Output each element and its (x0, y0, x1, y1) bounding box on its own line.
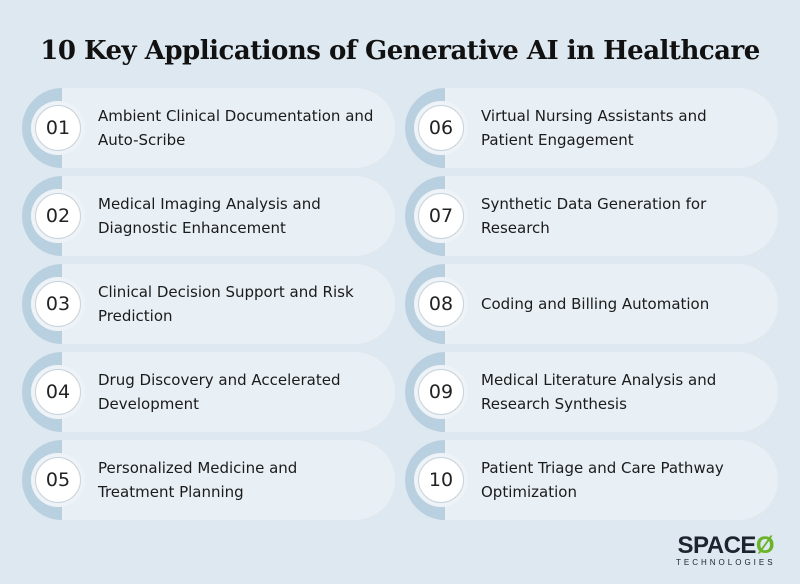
application-card: 08 Coding and Billing Automation (405, 264, 778, 344)
space-technologies-logo: SPACEØ TECHNOLOGIES (676, 532, 776, 568)
card-number: 05 (35, 457, 81, 503)
card-label: Coding and Billing Automation (481, 295, 710, 313)
card-body (445, 176, 778, 256)
card-body (445, 264, 778, 344)
card-body (62, 440, 395, 520)
application-card: 09 Medical Literature Analysis and Resear… (405, 352, 778, 432)
card-label: Medical Imaging Analysis and Diagnostic … (98, 195, 321, 237)
card-number: 02 (35, 193, 81, 239)
card-number: 09 (418, 369, 464, 415)
application-card: 05 Personalized Medicine and Treatment Pl… (22, 440, 395, 520)
card-number: 06 (418, 105, 464, 151)
card-label: Medical Literature Analysis and Research… (481, 371, 717, 413)
application-card: 01 Ambient Clinical Documentation and Aut… (22, 88, 395, 168)
card-number: 03 (35, 281, 81, 327)
card-number: 04 (35, 369, 81, 415)
card-body (445, 440, 778, 520)
card-body (445, 88, 778, 168)
application-card: 07 Synthetic Data Generation for Research (405, 176, 778, 256)
card-number: 10 (418, 457, 464, 503)
card-body (62, 352, 395, 432)
card-number: 01 (35, 105, 81, 151)
application-card: 03 Clinical Decision Support and Risk Pre… (22, 264, 395, 344)
card-label: Ambient Clinical Documentation and Auto-… (98, 107, 374, 149)
card-label: Virtual Nursing Assistants and Patient E… (481, 107, 707, 149)
card-label: Personalized Medicine and Treatment Plan… (98, 459, 298, 501)
card-label: Drug Discovery and Accelerated Developme… (98, 371, 341, 413)
card-body (62, 176, 395, 256)
application-card: 10 Patient Triage and Care Pathway Optimi… (405, 440, 778, 520)
card-number: 08 (418, 281, 464, 327)
card-body (62, 264, 395, 344)
card-number: 07 (418, 193, 464, 239)
application-card: 06 Virtual Nursing Assistants and Patient… (405, 88, 778, 168)
application-card: 02 Medical Imaging Analysis and Diagnosti… (22, 176, 395, 256)
card-label: Clinical Decision Support and Risk Predi… (98, 283, 354, 325)
card-body (62, 88, 395, 168)
card-label: Synthetic Data Generation for Research (481, 195, 707, 237)
card-label: Patient Triage and Care Pathway Optimiza… (481, 459, 724, 501)
card-body (445, 352, 778, 432)
page-title: 10 Key Applications of Generative AI in … (40, 36, 760, 66)
application-card: 04 Drug Discovery and Accelerated Develop… (22, 352, 395, 432)
